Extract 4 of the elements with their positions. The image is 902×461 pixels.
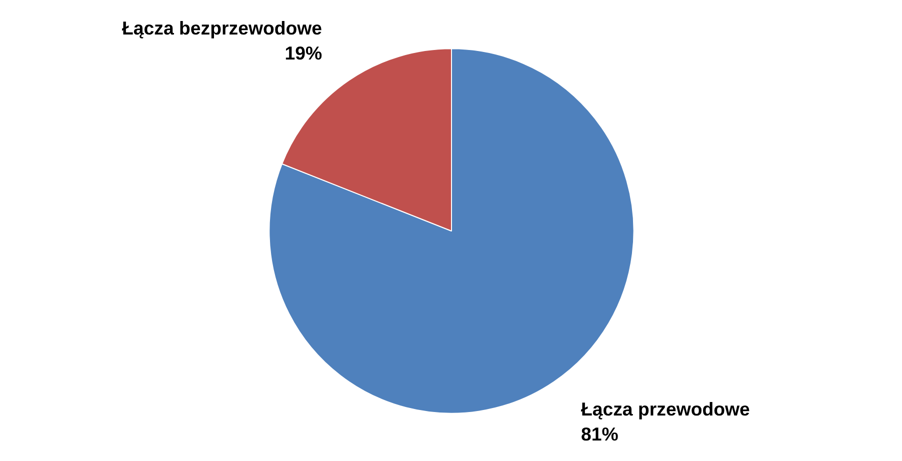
slice-label: Łącza przewodowe bbox=[580, 398, 750, 420]
data-label: 19% bbox=[284, 42, 322, 64]
slice-label: Łącza bezprzewodowe bbox=[122, 17, 322, 38]
data-label: 81% bbox=[580, 424, 619, 445]
